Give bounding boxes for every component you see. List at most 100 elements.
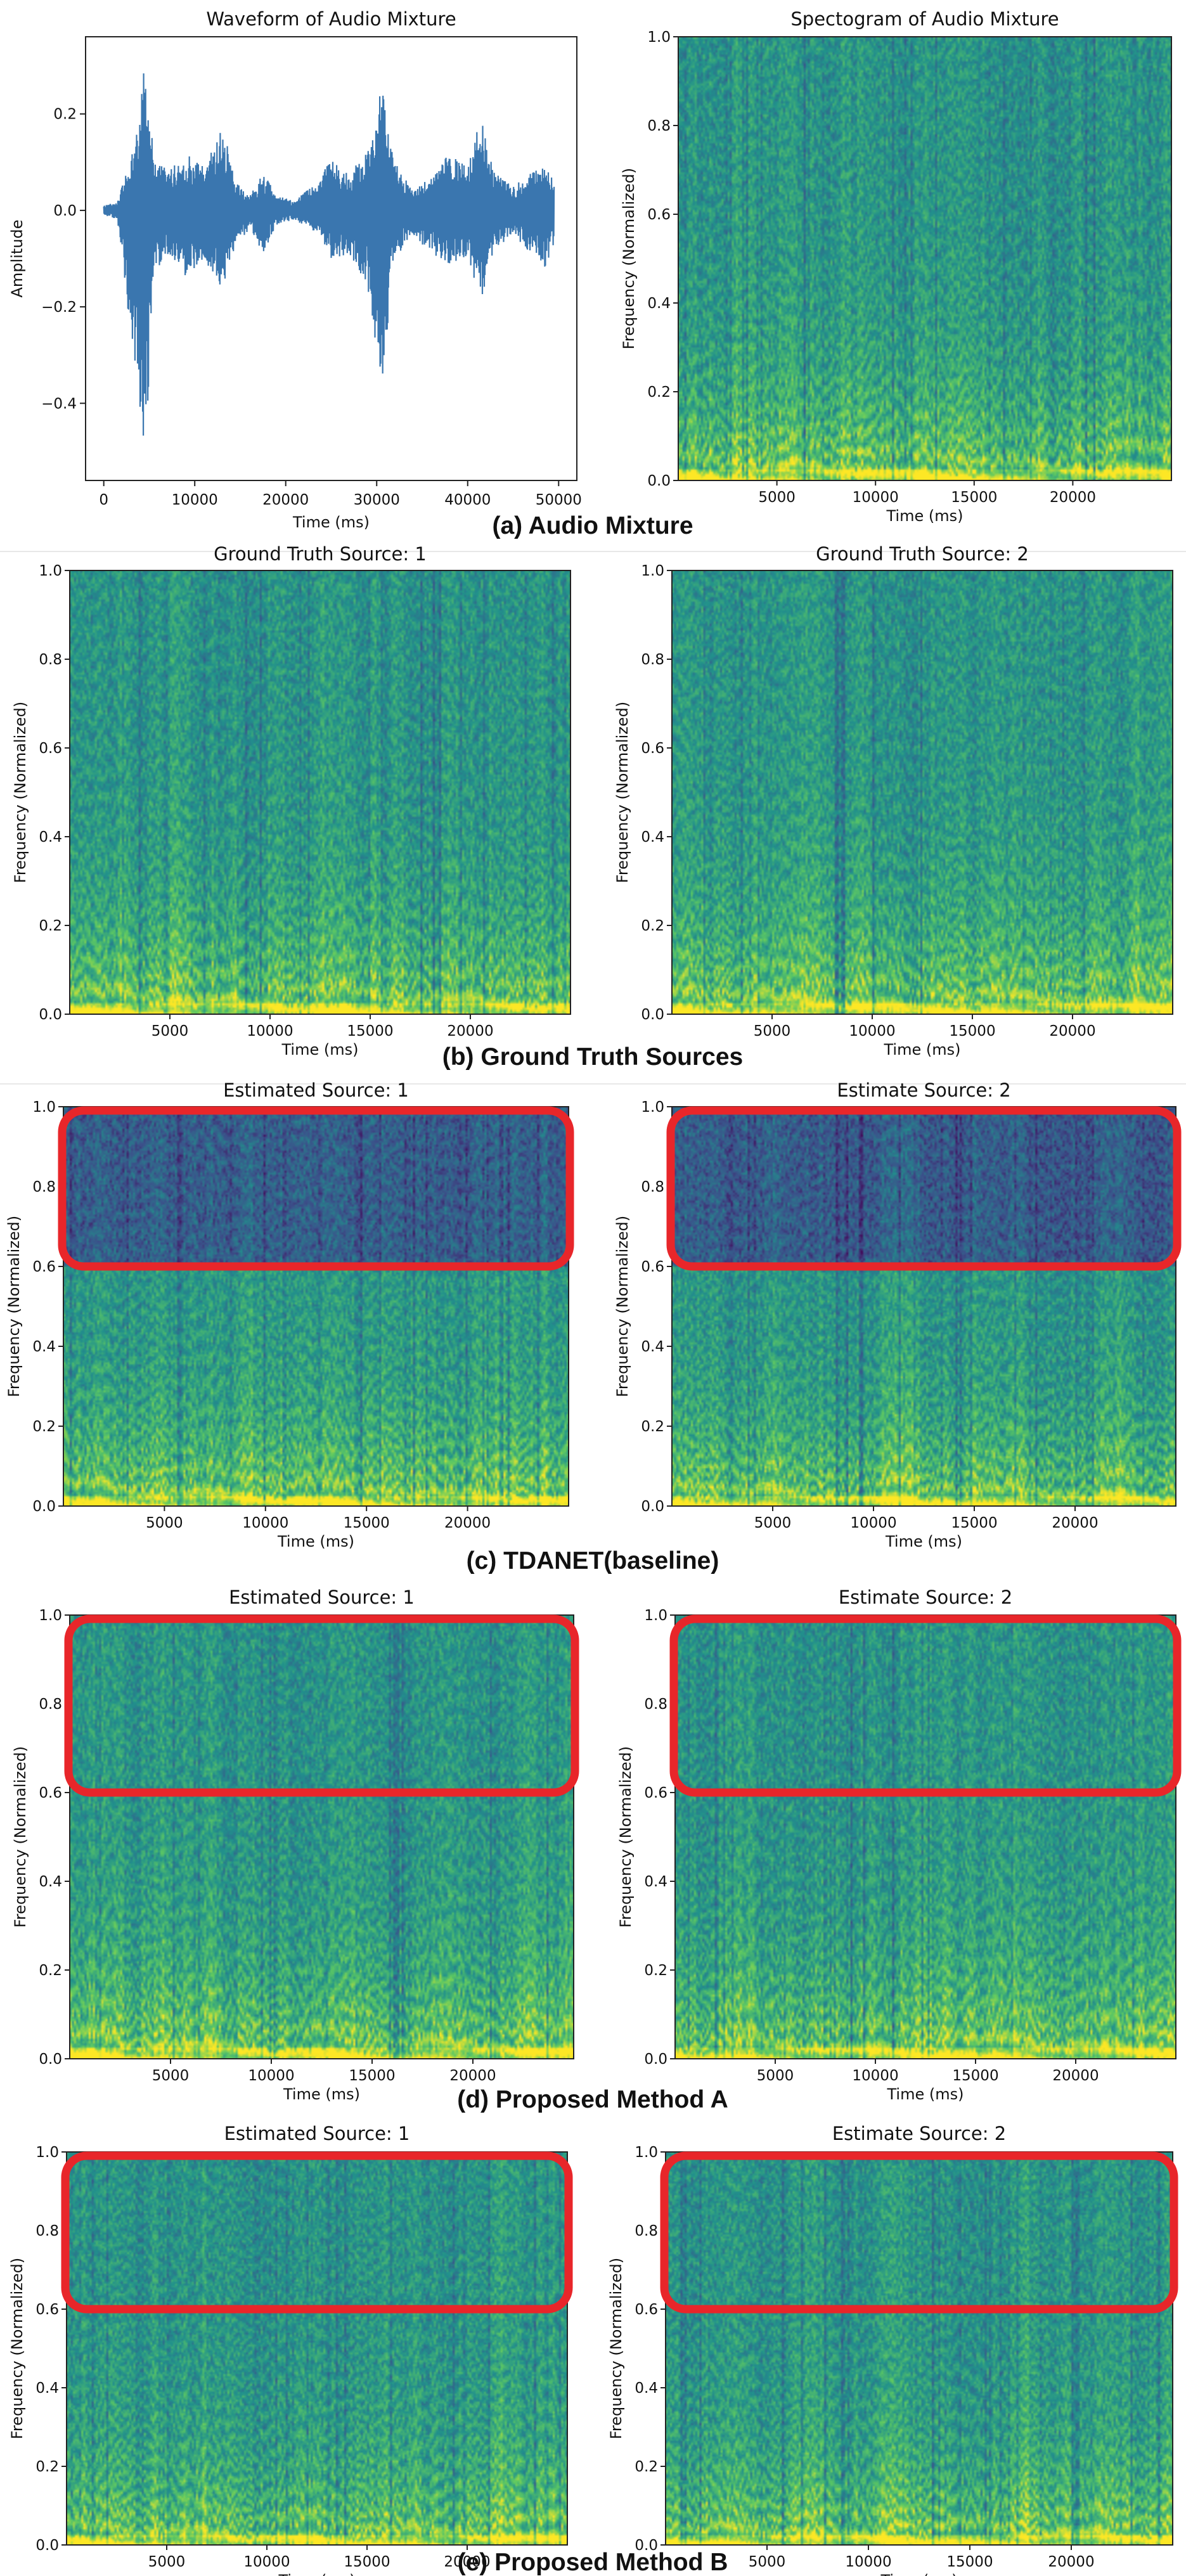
y-axis-label: Frequency (Normalized) (11, 702, 29, 883)
x-tick-label: 10000 (247, 1023, 293, 1040)
x-axis-label: Time (ms) (886, 507, 964, 525)
x-tick-label: 15000 (946, 2554, 993, 2570)
spectrogram-image (675, 1615, 1176, 2059)
x-tick-label: 10000 (248, 2068, 294, 2084)
x-tick-label: 20000 (1052, 1515, 1098, 1531)
y-tick-label: 0.8 (35, 2223, 59, 2239)
x-tick-label: 20000 (1049, 1023, 1095, 1040)
plot-frame (671, 570, 1173, 1015)
y-tick-label: 0.0 (32, 1498, 56, 1515)
spectrogram-image (63, 1107, 569, 1506)
y-tick-label: 0.2 (53, 106, 77, 123)
spectrogram-image (666, 2152, 1173, 2545)
y-tick-label: 0.0 (39, 2051, 62, 2068)
y-tick-label: 0.6 (635, 2302, 658, 2318)
x-tick-label: 20000 (1050, 489, 1096, 506)
y-tick-label: 0.4 (641, 829, 664, 846)
y-tick-label: 1.0 (39, 1607, 62, 1624)
y-tick-label: 0.8 (647, 118, 671, 134)
y-tick-label: 0.8 (39, 1696, 62, 1713)
y-tick-label: 0.8 (641, 1179, 664, 1195)
x-tick-label: 10000 (849, 1023, 895, 1040)
y-tick-label: 0.4 (635, 2380, 658, 2397)
y-tick-label: 1.0 (35, 2144, 59, 2161)
x-tick-label: 5000 (749, 2554, 786, 2570)
panel-title: Estimate Source: 2 (837, 1079, 1010, 1101)
y-axis-label: Frequency (Normalized) (11, 1746, 29, 1928)
y-tick-label: 0.2 (635, 2459, 658, 2475)
y-tick-label: 1.0 (641, 1099, 664, 1116)
spectrogram-chart: Estimated Source: 1 5000 10000 15000 20000 0.… (8, 2123, 573, 2576)
panel-title: Estimate Source: 2 (832, 2123, 1006, 2144)
x-tick-label: 15000 (349, 2068, 395, 2084)
y-tick-label: 0.4 (32, 1339, 56, 1355)
x-axis-label: Time (ms) (880, 2572, 958, 2576)
x-tick-label: 5000 (758, 489, 796, 506)
x-tick-label: 50000 (536, 492, 582, 508)
x-tick-label: 40000 (444, 492, 491, 508)
y-tick-label: 1.0 (39, 563, 62, 579)
x-tick-label: 10000 (242, 1515, 288, 1531)
y-tick-label: 0.4 (641, 1339, 664, 1355)
y-tick-label: 0.2 (641, 918, 664, 934)
y-tick-label: 0.6 (39, 740, 62, 757)
y-axis-label: Frequency (Normalized) (607, 2258, 625, 2439)
y-tick-label: 0.6 (641, 740, 664, 757)
highlight-box (61, 2151, 573, 2314)
y-tick-label: 0.2 (644, 1962, 667, 1979)
y-axis-label: Amplitude (8, 220, 26, 298)
y-tick-label: 0.4 (35, 2380, 59, 2397)
spectrogram-chart: Estimated Source: 1 5000 10000 15000 20000 0.… (11, 1587, 579, 2103)
x-tick-label: 10000 (243, 2554, 290, 2570)
y-axis-label: Frequency (Normalized) (614, 702, 631, 883)
x-tick-label: 20000 (1048, 2554, 1094, 2570)
y-tick-label: 0.0 (39, 1007, 62, 1023)
x-tick-label: 20000 (444, 2554, 490, 2570)
highlight-box (660, 2151, 1178, 2314)
spectrogram-chart: Ground Truth Source: 2 5000 10000 15000 2000… (614, 543, 1173, 1059)
y-tick-label: 1.0 (641, 563, 664, 579)
panel-title: Ground Truth Source: 1 (214, 543, 427, 565)
y-axis-label: Frequency (Normalized) (8, 2258, 26, 2439)
y-tick-label: 0.6 (644, 1785, 667, 1801)
waveform-chart: Waveform of Audio Mixture 0 10000 20000 3000… (8, 8, 582, 531)
y-tick-label: 0.8 (32, 1179, 56, 1195)
x-tick-label: 15000 (952, 2068, 998, 2084)
section-caption: (b) Ground Truth Sources (442, 1043, 744, 1071)
highlight-box (666, 1106, 1182, 1271)
y-tick-label: 0.4 (644, 1874, 667, 1890)
x-tick-label: 20000 (444, 1515, 491, 1531)
spectrogram-image (70, 570, 570, 1014)
y-tick-label: 0.6 (647, 207, 671, 223)
spectrogram-chart: Ground Truth Source: 1 5000 10000 15000 2000… (11, 543, 571, 1059)
x-axis-label: Time (ms) (277, 1533, 354, 1550)
section-caption: (d) Proposed Method A (457, 2086, 728, 2113)
x-axis-label: Time (ms) (292, 513, 370, 531)
x-tick-label: 5000 (148, 2554, 186, 2570)
y-tick-label: 0.6 (32, 1259, 56, 1275)
y-tick-label: 0.2 (647, 384, 671, 401)
y-tick-label: 0.0 (644, 2051, 667, 2068)
x-tick-label: 10000 (850, 1515, 896, 1531)
x-tick-label: 20000 (262, 492, 309, 508)
plot-area (85, 36, 577, 481)
x-tick-label: 30000 (354, 492, 400, 508)
y-tick-label: 1.0 (647, 29, 671, 46)
panel-title: Estimated Source: 1 (224, 2123, 410, 2144)
y-tick-label: 0.0 (641, 1498, 664, 1515)
x-tick-label: 20000 (1052, 2068, 1099, 2084)
y-tick-label: 0.8 (635, 2223, 658, 2239)
plot-frame (69, 570, 571, 1015)
panel-title: Estimate Source: 2 (839, 1587, 1012, 1608)
y-tick-label: 0.4 (647, 295, 671, 312)
x-tick-label: 15000 (344, 1515, 390, 1531)
y-axis-label: Frequency (Normalized) (617, 1746, 635, 1928)
y-axis-label: Frequency (Normalized) (614, 1216, 631, 1397)
x-tick-label: 10000 (172, 492, 218, 508)
spectrogram-chart: Estimate Source: 2 5000 10000 15000 20000 0.0… (614, 1079, 1182, 1550)
waveform-series (103, 73, 555, 436)
y-tick-label: 0.4 (39, 1874, 62, 1890)
y-tick-label: 0.0 (641, 1007, 664, 1023)
x-tick-label: 15000 (347, 1023, 393, 1040)
